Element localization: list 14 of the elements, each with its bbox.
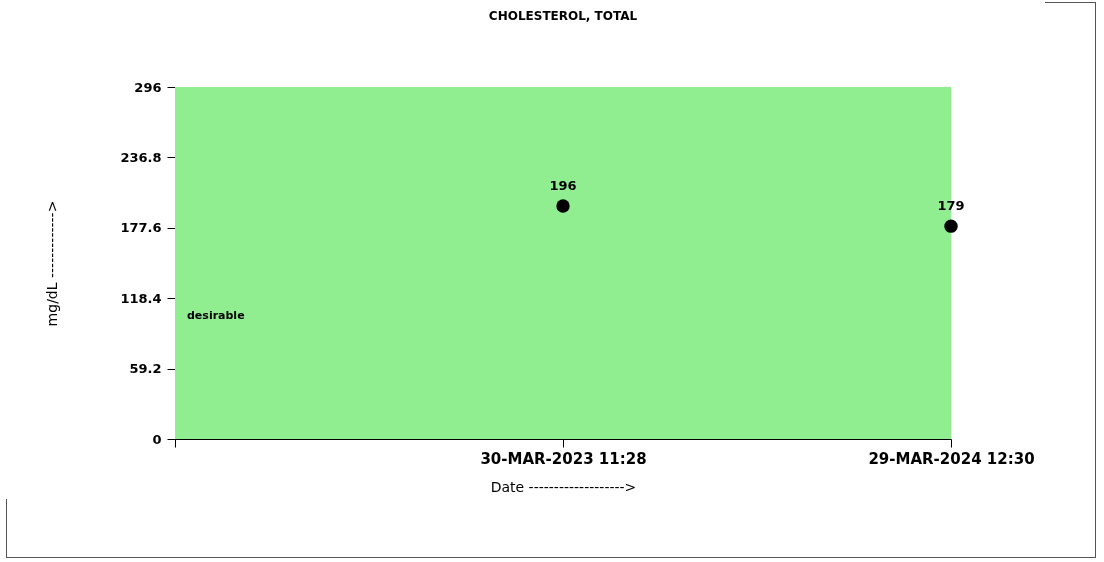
chart-title: CHOLESTEROL, TOTAL <box>488 9 638 23</box>
y-tick-label: 296 <box>134 79 162 95</box>
y-tick-label: 0 <box>152 431 162 447</box>
y-tick-label: 59.2 <box>129 361 162 377</box>
data-label: 196 <box>549 177 577 193</box>
y-tick-label: 177.6 <box>120 220 162 236</box>
y-axis-title: mg/dL -------------> <box>44 200 61 327</box>
band-label: desirable <box>187 308 245 322</box>
x-tick-label: 30-MAR-2023 11:28 <box>480 449 647 468</box>
y-tick-label: 118.4 <box>120 290 162 306</box>
data-label: 179 <box>937 198 965 214</box>
y-tick-label: 236.8 <box>120 149 162 165</box>
x-axis-title: Date -------------------> <box>490 478 637 495</box>
x-tick-label: 29-MAR-2024 12:30 <box>868 449 1035 468</box>
